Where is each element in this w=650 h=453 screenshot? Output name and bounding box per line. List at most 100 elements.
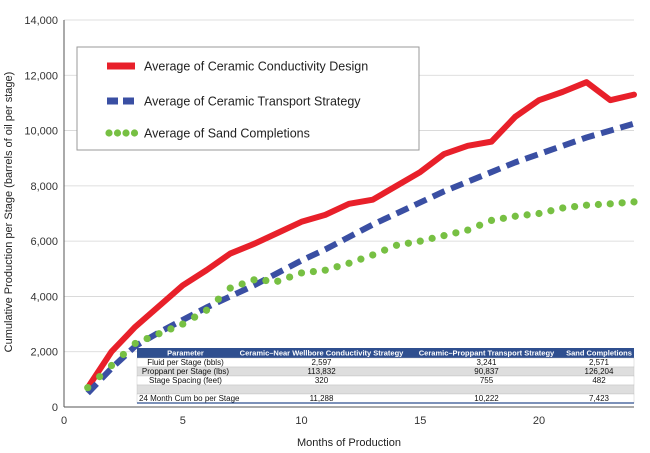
sand-data-point xyxy=(250,276,258,284)
sand-line-dot xyxy=(404,239,412,247)
sand-line-dot xyxy=(618,199,626,207)
sand-data-point xyxy=(582,201,591,209)
sand-data-point xyxy=(179,320,187,328)
series-line-0 xyxy=(84,79,637,391)
sand-data-point xyxy=(440,232,448,240)
legend-label: Average of Sand Completions xyxy=(144,127,310,141)
sand-line-dot xyxy=(96,372,104,381)
sand-data-point xyxy=(416,237,424,245)
sand-line-dot xyxy=(428,234,436,242)
x-tick-label: 0 xyxy=(61,415,67,427)
sand-data-point xyxy=(559,204,567,212)
sand-line-dot xyxy=(191,313,199,321)
sand-line-dot xyxy=(167,325,175,333)
sand-line-dot xyxy=(143,334,151,343)
y-axis-label: Cumulative Production per Stage (barrels… xyxy=(3,72,15,353)
sand-data-point xyxy=(630,198,638,206)
legend-swatch-sand xyxy=(113,129,122,137)
table-cell: 24 Month Cum bo per Stage xyxy=(139,394,240,403)
sand-data-point xyxy=(202,306,211,314)
sand-line-dot xyxy=(357,255,365,263)
sand-line-dot xyxy=(547,207,555,215)
sand-data-point xyxy=(369,251,377,259)
sand-line-dot xyxy=(594,200,602,209)
y-tick-label: 0 xyxy=(52,402,58,414)
table-header-cell: Sand Completions xyxy=(566,349,632,358)
sand-data-point xyxy=(297,269,306,277)
sand-line-dot xyxy=(499,214,507,222)
y-tick-label: 8,000 xyxy=(30,181,58,193)
x-axis-label: Months of Production xyxy=(297,437,401,449)
legend-label: Average of Ceramic Transport Strategy xyxy=(144,95,361,109)
sand-data-point xyxy=(511,212,519,220)
x-tick-label: 10 xyxy=(295,415,307,427)
axes xyxy=(63,20,634,408)
table-header-cell: Parameter xyxy=(167,349,204,358)
sand-data-point xyxy=(606,200,614,208)
series-line-1 xyxy=(85,120,635,396)
sand-line-dot xyxy=(476,221,484,229)
legend-label: Average of Ceramic Conductivity Design xyxy=(144,60,368,74)
table-cell: 2,571 xyxy=(589,358,610,367)
table-cell: 90,837 xyxy=(474,367,499,376)
parameter-table: Parameter Ceramic–Near Wellbore Conductiv… xyxy=(136,348,635,404)
y-tick-label: 2,000 xyxy=(30,347,58,359)
sand-data-point xyxy=(84,384,92,392)
sand-line-dot xyxy=(262,276,270,285)
sand-data-point xyxy=(226,284,234,292)
table-row xyxy=(136,384,635,395)
sand-data-point xyxy=(321,266,329,274)
sand-line-dot xyxy=(309,267,317,276)
sand-data-point xyxy=(392,241,401,249)
table-cell: Stage Spacing (feet) xyxy=(149,376,222,385)
legend-swatch-sand xyxy=(130,129,139,137)
table-header-cell: Ceramic–Near Wellbore Conductivity Strat… xyxy=(240,349,404,358)
table-cell: Fluid per Stage (bbls) xyxy=(147,358,224,367)
sand-data-point xyxy=(464,226,472,234)
sand-data-point xyxy=(345,259,353,267)
table-header-bg xyxy=(137,348,634,358)
y-tick-label: 6,000 xyxy=(30,236,58,248)
y-axis-ticks: 0 2,000 4,000 6,000 8,000 10,000 12,000 14,000 xyxy=(24,15,58,414)
sand-line-dot xyxy=(214,295,222,303)
table-cell: 7,423 xyxy=(589,394,610,403)
data-series xyxy=(84,79,638,396)
table-cell: 11,288 xyxy=(310,394,334,403)
sand-line-dot xyxy=(523,211,531,219)
table-cell: 10,222 xyxy=(474,394,499,403)
sand-data-point xyxy=(155,330,163,338)
sand-line-dot xyxy=(333,263,341,271)
x-tick-label: 15 xyxy=(414,415,426,427)
y-tick-label: 12,000 xyxy=(24,70,58,82)
table-cell: 2,597 xyxy=(311,358,332,367)
x-tick-label: 20 xyxy=(533,415,545,427)
legend-swatch-sand xyxy=(105,129,113,137)
x-tick-label: 5 xyxy=(180,415,186,427)
table-cell: 320 xyxy=(315,376,329,385)
sand-data-point xyxy=(131,339,139,348)
sand-line-dot xyxy=(381,246,389,254)
table-cell: 3,241 xyxy=(476,358,497,367)
y-tick-label: 10,000 xyxy=(24,126,58,138)
sand-line-dot xyxy=(119,350,127,359)
y-tick-label: 4,000 xyxy=(30,291,58,303)
sand-data-point xyxy=(107,361,116,370)
legend-swatch-sand xyxy=(122,129,130,137)
sand-line-dot xyxy=(286,273,294,281)
legend: Average of Ceramic Conductivity Design Av… xyxy=(76,46,420,151)
table-cell: 126,204 xyxy=(585,367,614,376)
table-cell: Proppant per Stage (lbs) xyxy=(142,367,229,376)
sand-line-dot xyxy=(452,229,460,237)
x-axis-ticks: 0 5 10 15 20 xyxy=(61,415,545,427)
table-cell: 113,832 xyxy=(307,367,336,376)
table-cell: 755 xyxy=(480,376,494,385)
table-cell: 482 xyxy=(592,376,606,385)
sand-line-dot xyxy=(571,202,579,211)
y-tick-label: 14,000 xyxy=(24,15,58,27)
sand-data-point xyxy=(487,216,496,225)
table-header-cell: Ceramic–Proppant Transport Strategy xyxy=(419,349,555,358)
sand-data-point xyxy=(274,277,282,285)
sand-line-dot xyxy=(238,280,246,288)
sand-data-point xyxy=(535,209,543,218)
